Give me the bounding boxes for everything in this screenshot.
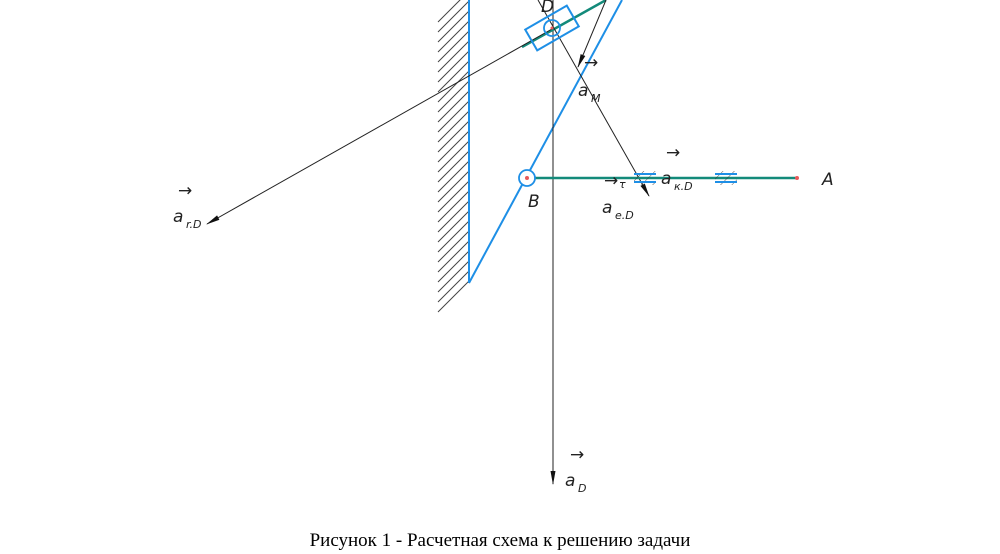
hatch-line (437, 150, 470, 183)
hatch-line (437, 50, 470, 83)
hatch-line (437, 70, 470, 103)
bushing-1 (634, 171, 656, 185)
fixed-wall (437, 0, 470, 313)
vector-arrow-glyph: → (570, 445, 584, 465)
hatch-line (437, 280, 470, 313)
figure-caption: Рисунок 1 - Расчетная схема к решению за… (309, 530, 691, 551)
hatch-line (437, 180, 470, 213)
hatch-line (437, 90, 470, 123)
hatch-line (437, 0, 461, 23)
bushing-2 (715, 171, 737, 185)
hatch-line (437, 160, 470, 193)
vector-arrow-glyph: → (604, 171, 618, 191)
hatch-line (437, 10, 470, 43)
vector-subscript: D (578, 482, 586, 495)
hatch-line (437, 140, 470, 173)
vector-arrow-glyph: → (666, 143, 680, 163)
hatch-line (437, 120, 470, 153)
vector-subscript: M (591, 92, 601, 105)
label-B: B (528, 192, 540, 212)
hatch-line (437, 80, 470, 113)
label-a-rD: → a r.D (173, 181, 201, 231)
vector-arrow-glyph: → (584, 53, 598, 73)
vector-base: a (661, 169, 671, 189)
hatch-line (437, 210, 470, 243)
hatch-line (437, 270, 470, 303)
hatch-line (437, 240, 470, 273)
vector-arrow-glyph: → (178, 181, 192, 201)
hatch-line (437, 220, 470, 253)
hatch-line (437, 200, 470, 233)
vector-subscript: r.D (186, 218, 201, 231)
vector-subscript: e.D (615, 209, 634, 222)
vector-base: a (578, 81, 588, 101)
vector-base: a (565, 471, 575, 491)
hatch-line (437, 30, 470, 63)
inclined-link (468, 0, 623, 284)
hatch-line (437, 20, 470, 53)
hatch-line (437, 190, 470, 223)
hatch-line (437, 230, 470, 263)
hatch-line (437, 40, 470, 73)
hatch-line (437, 60, 470, 93)
vector-base: a (173, 207, 183, 227)
vector-base: a (602, 198, 612, 218)
hatch-line (437, 0, 470, 33)
hatch-line (437, 250, 470, 283)
slider-D (523, 4, 581, 52)
hatch-line (437, 100, 470, 133)
vector-superscript: τ (619, 178, 626, 191)
hatch-line (437, 130, 470, 163)
label-a-M: → a M (578, 53, 601, 105)
label-A: A (821, 170, 834, 190)
label-D: D (541, 0, 554, 17)
vector-a-M (577, 0, 607, 68)
slider-rod (521, 0, 607, 49)
wall-hatching (437, 0, 470, 313)
label-a-kD: → a к.D (661, 143, 693, 193)
hatch-line (437, 170, 470, 203)
label-a-eD-tau: → τ a e.D (602, 171, 634, 222)
vector-subscript: к.D (674, 180, 693, 193)
hatch-line (437, 110, 470, 143)
vector-a-rD (206, 28, 553, 225)
hatch-line (437, 260, 470, 293)
label-a-D: → a D (565, 445, 586, 495)
point-A (795, 176, 799, 180)
vector-a-eD-tau (537, 0, 650, 197)
joint-B (518, 169, 536, 187)
